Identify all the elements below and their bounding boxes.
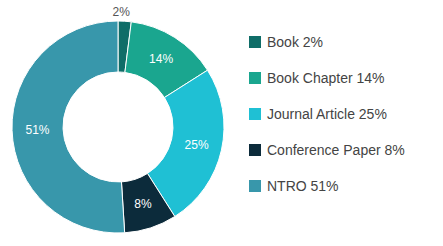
data-label: 14% bbox=[149, 52, 173, 66]
legend-swatch bbox=[249, 108, 261, 120]
slices bbox=[12, 21, 224, 233]
legend-swatch bbox=[249, 144, 261, 156]
legend-swatch bbox=[249, 180, 261, 192]
data-label: 8% bbox=[134, 197, 152, 211]
legend: Book 2% Book Chapter 14% Journal Article 2… bbox=[249, 34, 405, 194]
chart-container: 2% 14% 25% 8% 51% Book 2% Book Chapter 14% Jour… bbox=[0, 0, 443, 246]
legend-label: NTRO 51% bbox=[267, 178, 339, 194]
data-label: 25% bbox=[185, 138, 209, 152]
chart-svg: 2% 14% 25% 8% 51% Book 2% Book Chapter 14% Jour… bbox=[0, 0, 443, 246]
slice bbox=[121, 173, 174, 232]
legend-label: Book Chapter 14% bbox=[267, 70, 385, 86]
slice-labels: 2% 14% 25% 8% 51% bbox=[26, 5, 209, 210]
data-label: 51% bbox=[26, 123, 50, 137]
legend-label: Journal Article 25% bbox=[267, 106, 387, 122]
legend-label: Book 2% bbox=[267, 34, 323, 50]
legend-label: Conference Paper 8% bbox=[267, 142, 405, 158]
legend-swatch bbox=[249, 36, 261, 48]
legend-swatch bbox=[249, 72, 261, 84]
slice bbox=[12, 21, 125, 233]
data-label: 2% bbox=[113, 5, 131, 19]
